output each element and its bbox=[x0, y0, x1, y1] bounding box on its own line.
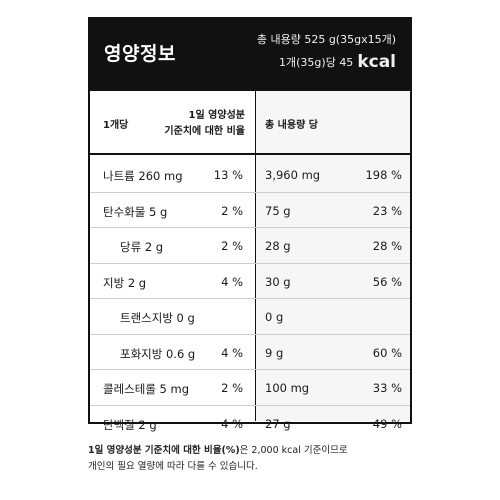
per-unit-header: 1개당 bbox=[103, 120, 129, 131]
total-percent: 23 % bbox=[372, 203, 402, 218]
total-amount: 30 g bbox=[265, 274, 291, 289]
total-content: 총 내용량 525 g(35gx15개) bbox=[256, 33, 396, 46]
footnote-bold: 1일 영양성분 기준치에 대한 비율(%) bbox=[88, 445, 240, 456]
nutrient-name: 트랜스지방 0 g bbox=[120, 311, 195, 325]
daily-percent: 2 % bbox=[221, 203, 243, 218]
per-serving-label: 1개(35g)당 45 bbox=[279, 56, 354, 69]
total-amount: 3,960 mg bbox=[265, 168, 321, 182]
nutrient-name: 나트륨 260 mg bbox=[103, 169, 183, 183]
total-amount: 0 g bbox=[265, 310, 284, 324]
daily-percent: 2 % bbox=[221, 239, 243, 253]
nutrient-name: 콜레스테롤 5 mg bbox=[103, 382, 190, 396]
total-amount: 75 g bbox=[265, 203, 291, 218]
daily-percent: 4 % bbox=[221, 416, 243, 431]
footnote-rest: 은 2,000 kcal 기준이므로 bbox=[239, 445, 348, 456]
nutrition-header: 영양정보 총 내용량 525 g(35gx15개) 1개(35g)당 45 kca… bbox=[90, 19, 410, 91]
nutrient-name: 단백질 2 g bbox=[103, 417, 157, 432]
row-protein: 단백질 2 g 4 % 27 g 49 % bbox=[90, 406, 410, 442]
total-percent: 198 % bbox=[365, 168, 402, 182]
total-amount: 27 g bbox=[265, 416, 291, 431]
row-saturated-fat: 포화지방 0.6 g 4 % 9 g 60 % bbox=[90, 335, 410, 370]
total-amount: 100 mg bbox=[265, 381, 310, 395]
nutrient-name: 탄수화물 5 g bbox=[103, 204, 168, 219]
daily-percent: 4 % bbox=[221, 345, 243, 360]
column-header-row: 1개당 1일 영양성분 기준치에 대한 비율 총 내용량 당 bbox=[90, 91, 410, 155]
total-column-shade bbox=[256, 91, 410, 421]
total-header: 총 내용량 당 bbox=[265, 120, 318, 131]
nutrient-name: 당류 2 g bbox=[120, 240, 164, 254]
footnote: 1일 영양성분 기준치에 대한 비율(%)은 2,000 kcal 기준이므로 … bbox=[88, 443, 428, 475]
daily-percent: 4 % bbox=[221, 274, 243, 289]
total-amount: 9 g bbox=[265, 345, 284, 360]
nutrient-name: 포화지방 0.6 g bbox=[120, 346, 196, 361]
row-fat: 지방 2 g 4 % 30 g 56 % bbox=[90, 264, 410, 299]
nutrient-name: 지방 2 g bbox=[103, 275, 147, 290]
per-serving-calories: 1개(35g)당 45 kcal bbox=[279, 52, 396, 72]
daily-value-header-line2: 기준치에 대한 비율 bbox=[164, 126, 245, 137]
total-percent: 28 % bbox=[372, 239, 402, 253]
total-percent: 56 % bbox=[372, 274, 402, 289]
row-sugars: 당류 2 g 2 % 28 g 28 % bbox=[90, 228, 410, 264]
footnote-line2: 개인의 필요 열량에 따라 다를 수 있습니다. bbox=[88, 461, 258, 472]
total-percent: 49 % bbox=[372, 416, 402, 431]
nutrition-title: 영양정보 bbox=[104, 43, 176, 65]
total-percent: 33 % bbox=[372, 381, 402, 395]
row-carbohydrate: 탄수화물 5 g 2 % 75 g 23 % bbox=[90, 193, 410, 228]
daily-value-header-line1: 1일 영양성분 bbox=[188, 110, 245, 121]
kcal-unit: kcal bbox=[357, 52, 396, 72]
nutrition-facts-panel: 영양정보 총 내용량 525 g(35gx15개) 1개(35g)당 45 kca… bbox=[88, 17, 412, 432]
total-amount: 28 g bbox=[265, 239, 291, 253]
row-cholesterol: 콜레스테롤 5 mg 2 % 100 mg 33 % bbox=[90, 370, 410, 406]
row-sodium: 나트륨 260 mg 13 % 3,960 mg 198 % bbox=[90, 157, 410, 193]
total-percent: 60 % bbox=[372, 345, 402, 360]
daily-value-header: 1일 영양성분 기준치에 대한 비율 bbox=[164, 108, 245, 140]
nutrient-rows: 나트륨 260 mg 13 % 3,960 mg 198 % 탄수화물 5 g … bbox=[90, 157, 410, 441]
daily-percent: 13 % bbox=[213, 168, 243, 182]
column-divider bbox=[255, 91, 256, 421]
footnote-line1: 1일 영양성분 기준치에 대한 비율(%)은 2,000 kcal 기준이므로 bbox=[88, 443, 428, 459]
daily-percent: 2 % bbox=[221, 381, 243, 395]
row-trans-fat: 트랜스지방 0 g 0 g bbox=[90, 299, 410, 335]
